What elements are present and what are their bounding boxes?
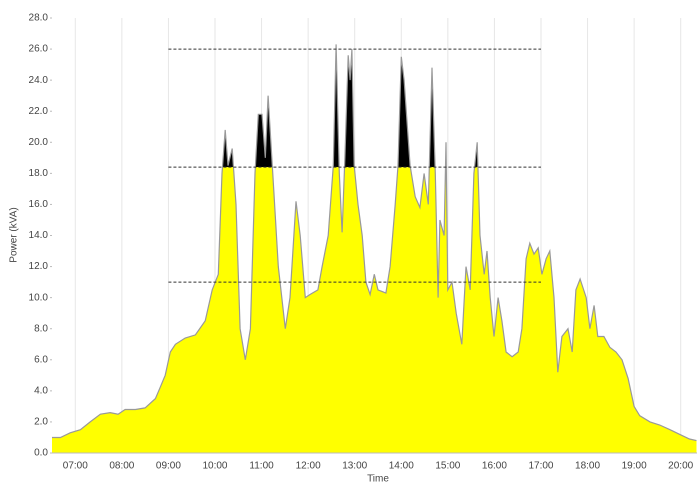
area-highlight [222, 44, 478, 168]
y-tick-label: 18.0 [29, 168, 49, 179]
y-tick-label: 4.0 [34, 385, 48, 396]
y-tick-label: 0.0 [34, 448, 48, 459]
y-tick-label: 14.0 [29, 230, 49, 241]
x-tick-label: 15:00 [435, 461, 460, 472]
x-tick-label: 16:00 [482, 461, 507, 472]
x-tick-label: 12:00 [296, 461, 321, 472]
x-tick-label: 09:00 [156, 461, 181, 472]
y-tick-label: 12.0 [29, 261, 49, 272]
y-tick-label: 24.0 [29, 75, 49, 86]
y-tick-label: 6.0 [34, 354, 48, 365]
y-tick-label: 22.0 [29, 106, 49, 117]
y-tick-label: 10.0 [29, 292, 49, 303]
y-tick-label: 8.0 [34, 323, 48, 334]
x-tick-label: 10:00 [202, 461, 227, 472]
x-tick-label: 13:00 [342, 461, 367, 472]
y-tick-label: 16.0 [29, 199, 49, 210]
x-tick-label: 11:00 [249, 461, 274, 472]
area [52, 167, 697, 453]
area-outline [52, 44, 697, 442]
y-tick-label: 20.0 [29, 137, 49, 148]
y-tick-label: 26.0 [29, 44, 49, 55]
x-axis-title: Time [367, 474, 389, 485]
x-tick-label: 14:00 [389, 461, 414, 472]
x-tick-label: 19:00 [622, 461, 647, 472]
y-axis-title: Power (kVA) [9, 207, 20, 262]
y-tick-label: 28.0 [29, 13, 49, 24]
x-tick-label: 17:00 [528, 461, 553, 472]
y-tick-label: 2.0 [34, 417, 48, 428]
x-tick-label: 20:00 [668, 461, 693, 472]
x-tick-label: 18:00 [575, 461, 600, 472]
x-tick-label: 07:00 [63, 461, 88, 472]
x-tick-label: 08:00 [109, 461, 134, 472]
